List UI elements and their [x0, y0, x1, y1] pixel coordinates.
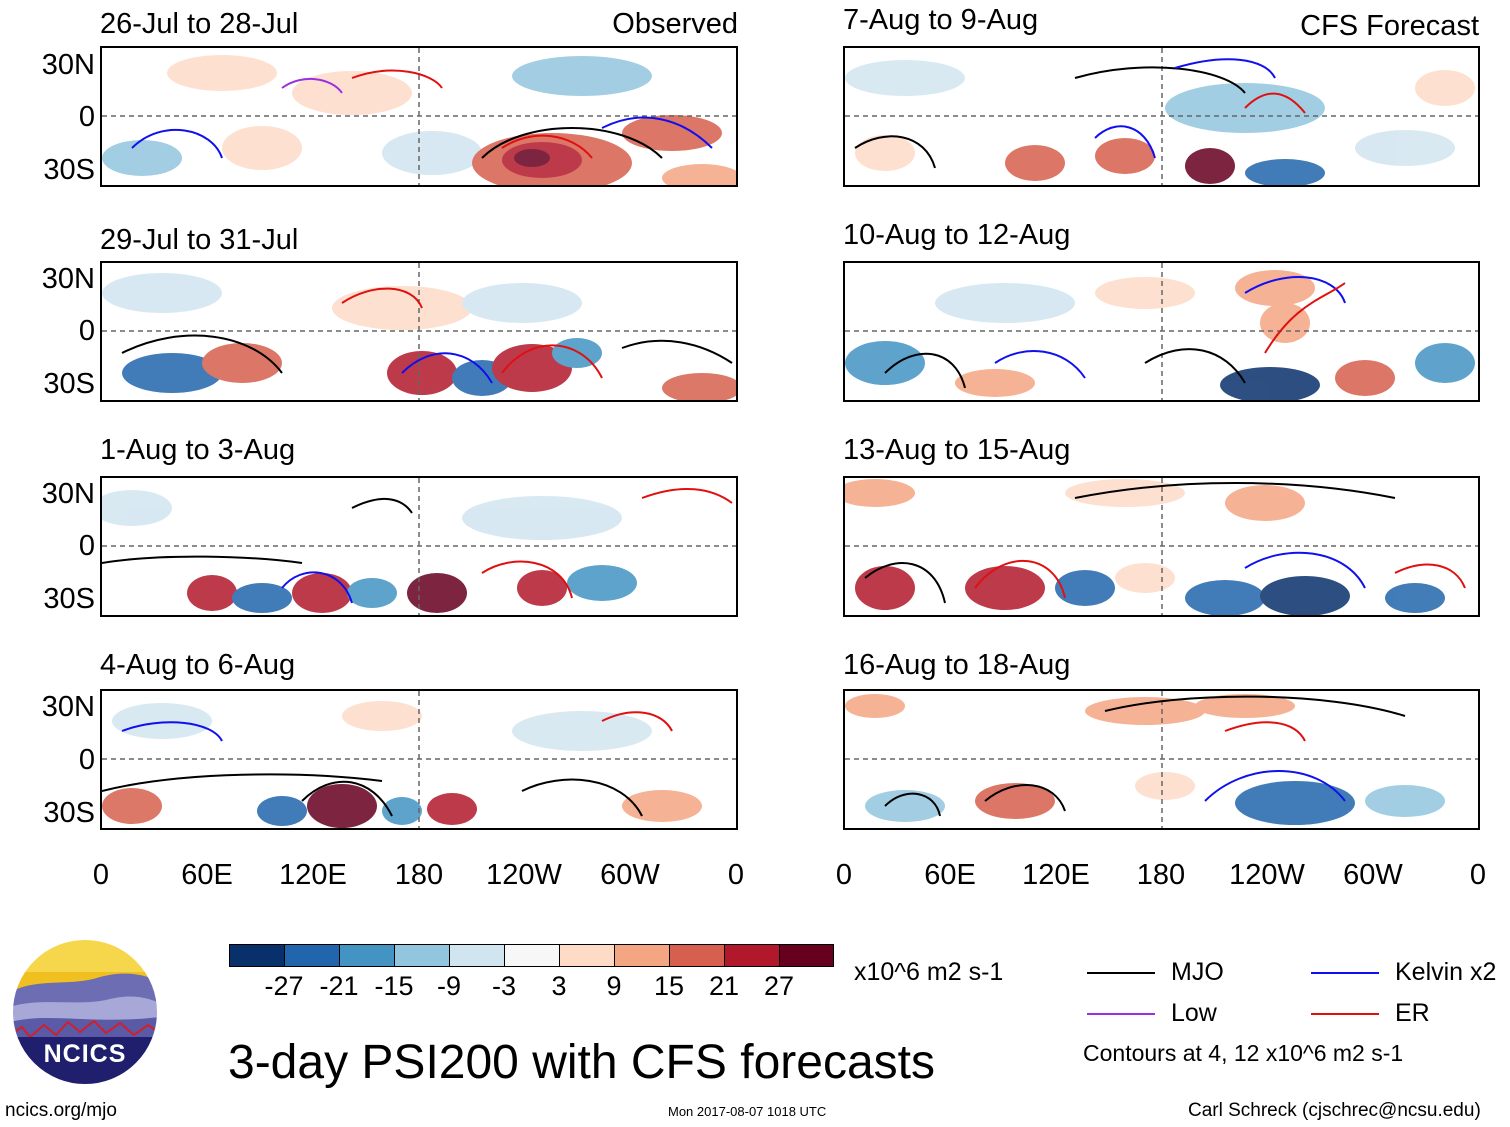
map-panel-right-4 [843, 689, 1480, 830]
colorbar-label: -3 [491, 971, 516, 1001]
colorbar-swatch [284, 944, 339, 967]
colorbar [229, 944, 834, 967]
y-label: 30N [41, 691, 95, 723]
colorbar-label: 15 [653, 971, 685, 1001]
ncics-logo[interactable]: NCICS [10, 937, 160, 1087]
y-label: 0 [78, 530, 95, 562]
colorbar-label: 27 [763, 971, 795, 1001]
y-label: 30S [43, 154, 95, 186]
legend-label: ER [1395, 999, 1430, 1027]
colorbar-label: -27 [264, 971, 304, 1001]
y-label: 30N [41, 49, 95, 81]
colorbar-swatch [724, 944, 779, 967]
legend-label: Kelvin x2 [1395, 958, 1497, 986]
y-label: 30N [41, 478, 95, 510]
colorbar-label: 9 [606, 971, 622, 1001]
colorbar-label: 21 [708, 971, 740, 1001]
legend-line [1311, 1012, 1379, 1015]
x-label: 60W [600, 859, 660, 891]
legend-item-kelvin: Kelvin x2 [1311, 958, 1496, 987]
colorbar-units: x10^6 m2 s-1 [854, 958, 1004, 986]
map-panel-left-2 [100, 261, 738, 402]
legend-item-mjo: MJO [1087, 958, 1224, 987]
colorbar-label: -9 [436, 971, 461, 1001]
logo-text: NCICS [43, 1040, 127, 1068]
map-panel-right-3 [843, 476, 1480, 617]
legend-item-low: Low [1087, 999, 1217, 1028]
x-label: 60E [924, 859, 976, 891]
y-label: 30S [43, 797, 95, 829]
colorbar-swatch [394, 944, 449, 967]
legend-line [1087, 971, 1155, 974]
panel-title-left-3: 1-Aug to 3-Aug [100, 434, 296, 466]
y-label: 0 [78, 315, 95, 347]
colorbar-swatch [614, 944, 669, 967]
x-label: 120W [486, 859, 562, 891]
x-label: 180 [394, 859, 444, 891]
colorbar-swatch [559, 944, 614, 967]
x-label: 120E [279, 859, 347, 891]
panel-title-left-4: 4-Aug to 6-Aug [100, 649, 296, 681]
footer-author: Carl Schreck (cjschrec@ncsu.edu) [1188, 1100, 1481, 1121]
panel-title-left-2: 29-Jul to 31-Jul [100, 224, 299, 256]
y-label: 0 [78, 101, 95, 133]
contours-note: Contours at 4, 12 x10^6 m2 s-1 [1083, 1040, 1404, 1066]
map-panel-right-2 [843, 261, 1480, 402]
map-panel-left-1 [100, 46, 738, 187]
y-label: 30S [43, 368, 95, 400]
x-label: 120W [1229, 859, 1305, 891]
panel-title-right-4: 16-Aug to 18-Aug [843, 649, 1071, 681]
legend-label: Low [1171, 999, 1217, 1027]
x-label: 0 [835, 859, 853, 891]
main-title: 3-day PSI200 with CFS forecasts [228, 1036, 935, 1089]
footer-url[interactable]: ncics.org/mjo [5, 1100, 117, 1121]
legend-label: MJO [1171, 958, 1224, 986]
y-label: 0 [78, 744, 95, 776]
x-label: 60E [181, 859, 233, 891]
y-label: 30S [43, 583, 95, 615]
legend-line [1087, 1012, 1155, 1015]
x-label: 0 [92, 859, 110, 891]
map-panel-right-1 [843, 46, 1480, 187]
panel-label-cfs-forecast: CFS Forecast [1300, 10, 1479, 42]
panel-title-right-1: 7-Aug to 9-Aug [843, 4, 1039, 36]
colorbar-label: -15 [374, 971, 414, 1001]
colorbar-swatch [229, 944, 284, 967]
colorbar-swatch [339, 944, 394, 967]
colorbar-swatch [779, 944, 834, 967]
ncics-logo-graphic [11, 938, 159, 1086]
x-label: 120E [1022, 859, 1090, 891]
panel-label-observed: Observed [612, 8, 738, 40]
panel-title-right-3: 13-Aug to 15-Aug [843, 434, 1071, 466]
colorbar-label: 3 [551, 971, 567, 1001]
colorbar-swatch [669, 944, 724, 967]
x-label: 60W [1343, 859, 1403, 891]
x-label: 180 [1136, 859, 1186, 891]
legend-line [1311, 971, 1379, 974]
map-panel-left-3 [100, 476, 738, 617]
panel-title-left-1: 26-Jul to 28-Jul [100, 8, 299, 40]
panel-title-right-2: 10-Aug to 12-Aug [843, 219, 1071, 251]
colorbar-label: -21 [319, 971, 359, 1001]
map-panel-left-4 [100, 689, 738, 830]
footer-timestamp: Mon 2017-08-07 1018 UTC [668, 1104, 827, 1119]
colorbar-swatch [449, 944, 504, 967]
legend-item-er: ER [1311, 999, 1430, 1028]
y-label: 30N [41, 263, 95, 295]
x-label: 0 [1469, 859, 1487, 891]
colorbar-swatch [504, 944, 559, 967]
anomaly-shading [102, 55, 736, 185]
x-label: 0 [727, 859, 745, 891]
